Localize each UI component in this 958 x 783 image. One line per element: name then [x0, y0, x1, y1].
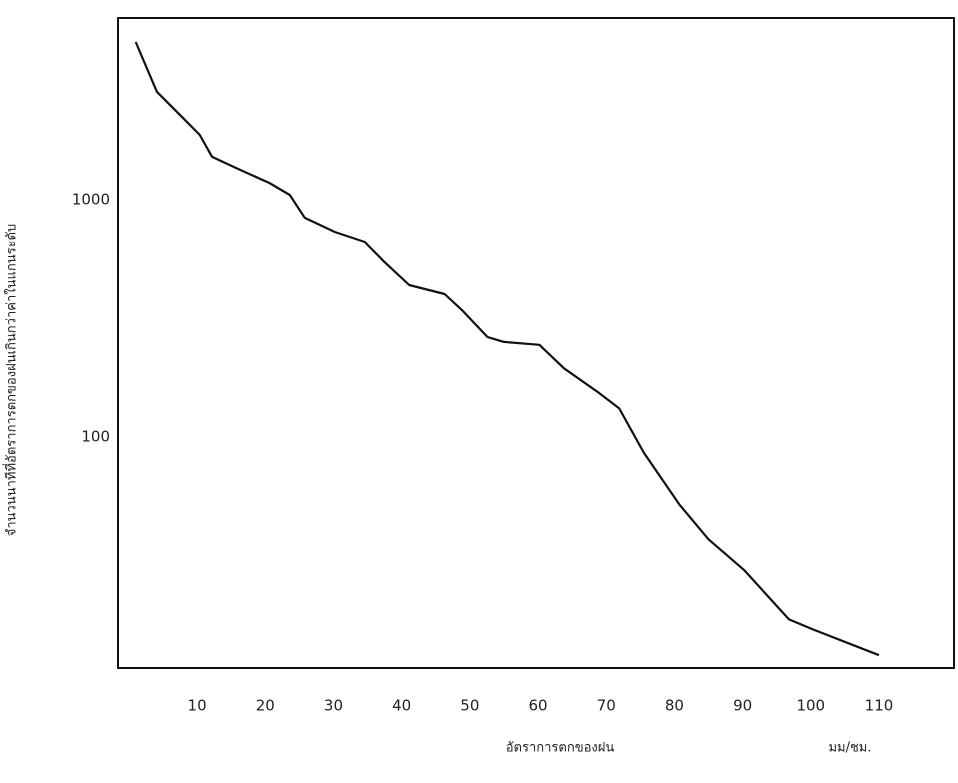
x-tick-label: 60: [528, 697, 547, 715]
x-tick-label: 50: [460, 697, 479, 715]
x-tick-label: 110: [865, 697, 894, 715]
y-axis-label: จำนวนนาทีที่อัตราการตกของฝนเกินกว่าค่าใน…: [3, 224, 20, 537]
x-tick-label: 40: [392, 697, 411, 715]
data-line: [134, 41, 880, 657]
x-tick-label: 30: [324, 697, 343, 715]
x-tick-label: 90: [733, 697, 752, 715]
plot-frame: [117, 17, 955, 669]
x-tick-label: 80: [665, 697, 684, 715]
x-axis-label: อัตราการตกของฝน: [506, 741, 615, 756]
x-tick-label: 10: [188, 697, 207, 715]
x-tick-label: 20: [256, 697, 275, 715]
x-tick-label: 100: [796, 697, 825, 715]
y-tick-label: 100: [81, 427, 110, 445]
y-tick-label: 1000: [72, 190, 110, 208]
x-axis-unit: มม/ชม.: [828, 741, 871, 756]
x-tick-label: 70: [597, 697, 616, 715]
